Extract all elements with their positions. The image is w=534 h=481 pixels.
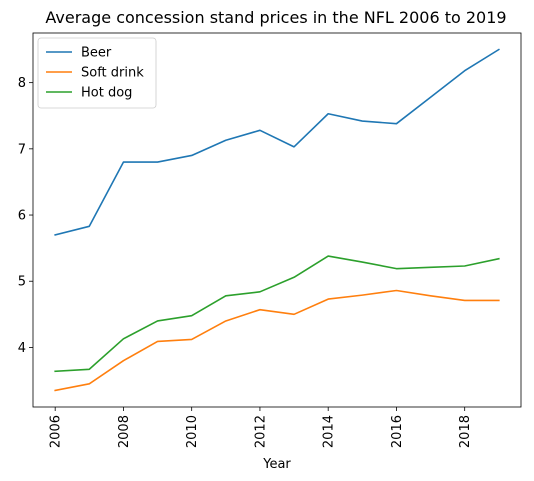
series-line-soft-drink — [54, 289, 500, 392]
chart-title: Average concession stand prices in the N… — [45, 8, 506, 27]
series-line-beer — [54, 48, 500, 236]
x-tick-label: 2006 — [49, 415, 64, 448]
plot-area — [32, 32, 522, 408]
x-tick-label: 2018 — [458, 415, 473, 448]
legend-box — [37, 37, 157, 109]
plot-frame — [32, 32, 522, 408]
x-axis-label: Year — [262, 457, 291, 472]
legend: Beer Soft drink Hot dog — [37, 37, 157, 109]
y-tick-label: 6 — [18, 209, 26, 224]
x-tick-label: 2012 — [253, 415, 268, 448]
x-tick-label: 2014 — [322, 415, 337, 448]
legend-label: Hot dog — [81, 86, 132, 101]
x-axis: 2006 2008 2010 2012 2014 2016 2018 — [49, 407, 473, 448]
legend-label: Soft drink — [81, 66, 144, 81]
y-axis: 4 5 6 7 8 — [18, 76, 33, 356]
y-tick-label: 4 — [18, 341, 26, 356]
x-tick-label: 2016 — [390, 415, 405, 448]
series-layer — [54, 48, 500, 392]
y-tick-label: 8 — [18, 76, 26, 91]
legend-label: Beer — [81, 46, 112, 61]
y-tick-label: 5 — [18, 275, 26, 290]
y-tick-label: 7 — [18, 142, 26, 157]
series-line-hot-dog — [54, 255, 500, 373]
x-tick-label: 2010 — [185, 415, 200, 448]
x-tick-label: 2008 — [117, 415, 132, 448]
